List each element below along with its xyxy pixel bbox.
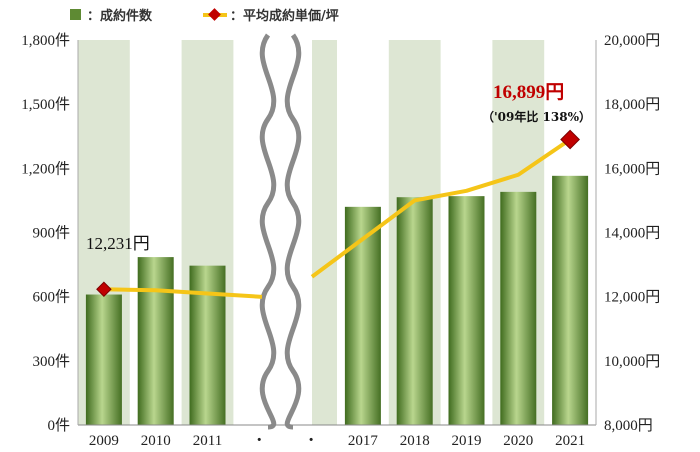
right-tick-label: 8,000円: [604, 418, 653, 434]
right-tick-label: 12,000円: [604, 290, 660, 306]
bar-2017: [344, 206, 381, 425]
break-wave-left: [259, 33, 277, 430]
left-tick-label: 1,500件: [21, 96, 70, 113]
x-tick-label: 2017: [348, 433, 379, 449]
left-tick-label: 0件: [47, 417, 70, 434]
legend-bar-label: ：成約件数: [87, 8, 153, 24]
x-tick-label: 2018: [400, 433, 430, 449]
bar-2020: [500, 191, 537, 425]
axis-break: [248, 33, 312, 430]
start-price-label: 12,231円: [86, 234, 150, 253]
bar-2021: [552, 175, 589, 425]
legend-line-label: ：平均成約単価/坪: [230, 8, 339, 24]
break-wave-right: [284, 33, 302, 430]
left-tick-label: 300件: [32, 353, 70, 370]
right-axis-ticks: 20,000円 18,000円 16,000円 14,000円 12,000円 10,00…: [604, 33, 660, 434]
price-line-segment-1: [103, 287, 263, 299]
x-tick-label: 2011: [193, 433, 222, 449]
legend: ：成約件数 ：平均成約単価/坪: [70, 8, 339, 24]
bar-2011: [189, 265, 226, 425]
bar-2019: [448, 196, 485, 425]
left-axis-ticks: 1,800件 1,500件 1,200件 900件 600件 300件 0件: [21, 32, 70, 434]
right-tick-label: 10,000円: [604, 354, 660, 370]
bar-2018: [396, 197, 433, 425]
price-marker-2009: [96, 281, 112, 298]
bar-2010: [137, 257, 174, 425]
right-tick-label: 14,000円: [604, 226, 660, 242]
price-marker-2021: [560, 129, 580, 150]
left-tick-label: 900件: [32, 225, 70, 242]
price-line-segment-2: [310, 137, 572, 279]
left-tick-label: 1,800件: [21, 32, 70, 49]
x-tick-label: ・: [304, 433, 319, 449]
end-price-label: 16,899円: [493, 82, 564, 103]
left-tick-label: 600件: [32, 289, 70, 306]
x-tick-label: 2019: [452, 433, 482, 449]
right-tick-label: 20,000円: [604, 33, 660, 49]
x-axis-ticks: 2009 2010 2011 ・ ・ 2017 2018 2019 2020 2021: [89, 433, 585, 449]
x-tick-label: 2020: [503, 433, 533, 449]
legend-bar-swatch: [70, 9, 81, 20]
right-tick-label: 16,000円: [604, 161, 660, 177]
bar-2009: [85, 294, 122, 425]
legend-diamond-marker: [208, 8, 221, 21]
x-tick-label: 2009: [89, 433, 119, 449]
left-tick-label: 1,200件: [21, 160, 70, 177]
x-tick-label: 2021: [555, 433, 585, 449]
bar-series: [85, 175, 589, 425]
right-tick-label: 18,000円: [604, 97, 660, 113]
x-tick-label: 2010: [141, 433, 171, 449]
end-price-note: （'09年比 138%）: [482, 109, 591, 124]
x-tick-label: ・: [252, 433, 267, 449]
line-series: [96, 129, 580, 299]
